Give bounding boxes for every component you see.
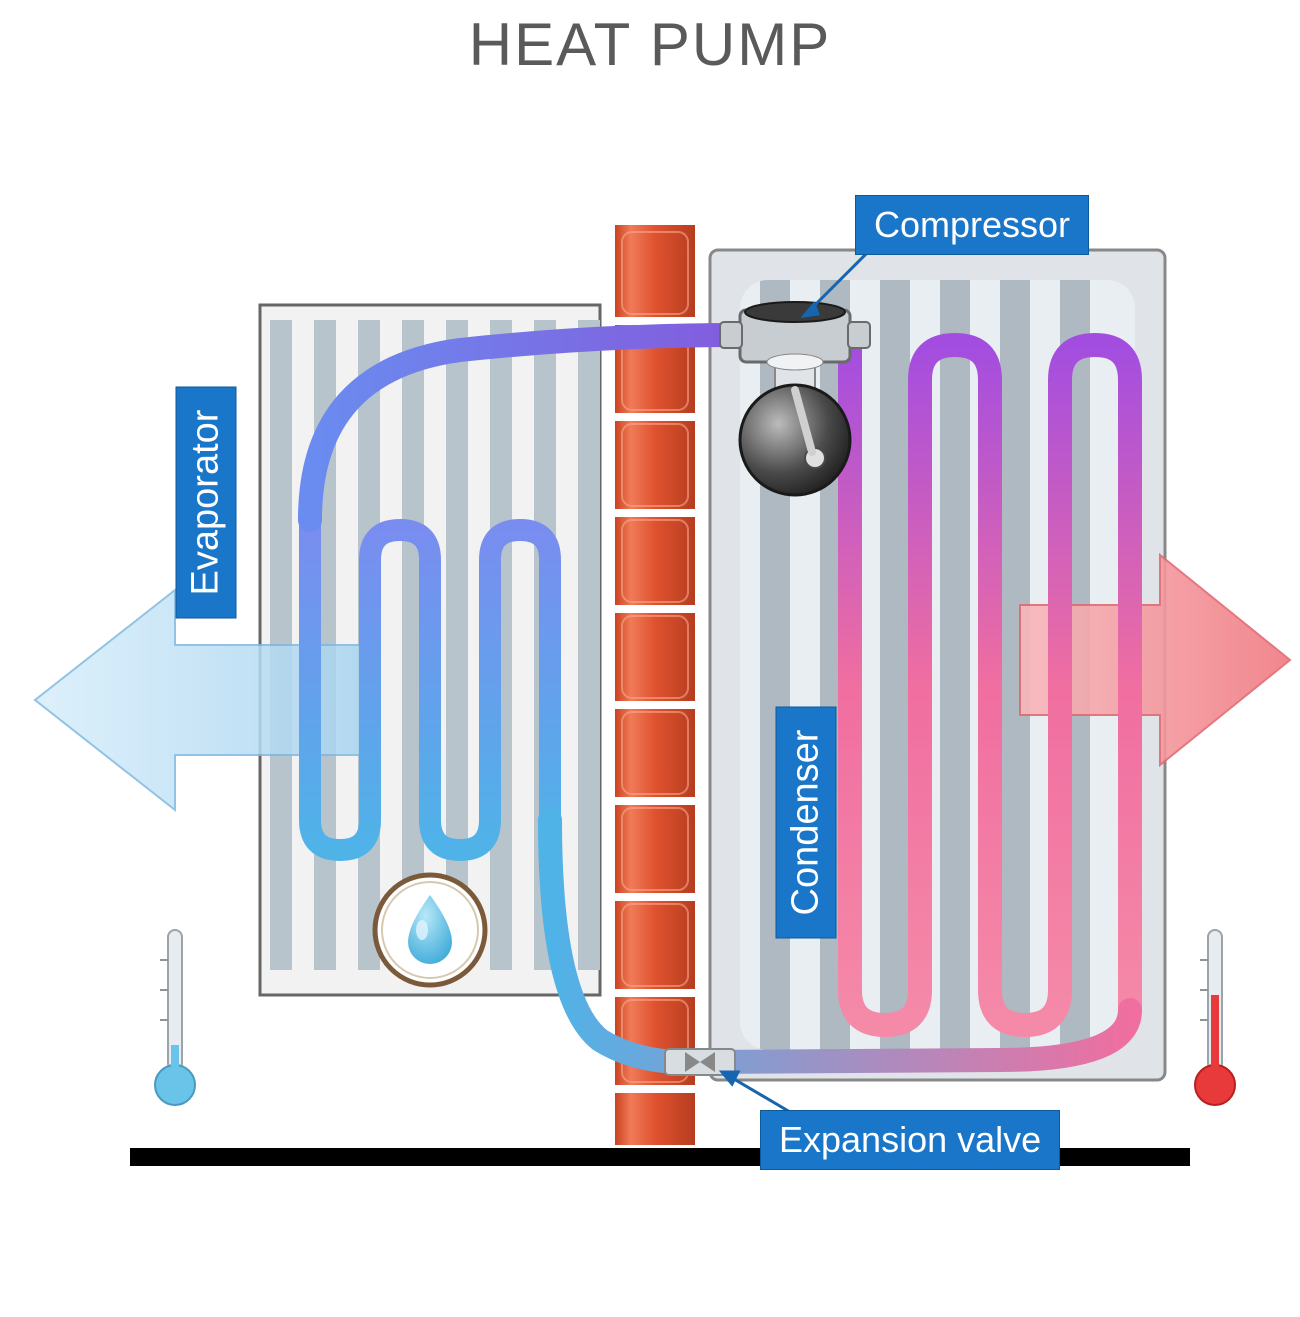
evaporator-label: Evaporator <box>176 387 237 619</box>
water-drop-icon <box>375 875 485 985</box>
thermometer-hot-icon <box>1195 930 1235 1105</box>
expansion-valve-label: Expansion valve <box>760 1110 1060 1170</box>
diagram-svg <box>0 0 1300 1317</box>
evaporator-label-text: Evaporator <box>185 410 227 596</box>
compressor-label-text: Compressor <box>874 204 1070 245</box>
condenser-label: Condenser <box>776 707 837 939</box>
compressor-label: Compressor <box>855 195 1089 255</box>
condenser-label-text: Condenser <box>785 730 827 916</box>
wall <box>615 225 695 1145</box>
expansion-valve-label-text: Expansion valve <box>779 1119 1041 1160</box>
thermometer-cold-icon <box>155 930 195 1105</box>
